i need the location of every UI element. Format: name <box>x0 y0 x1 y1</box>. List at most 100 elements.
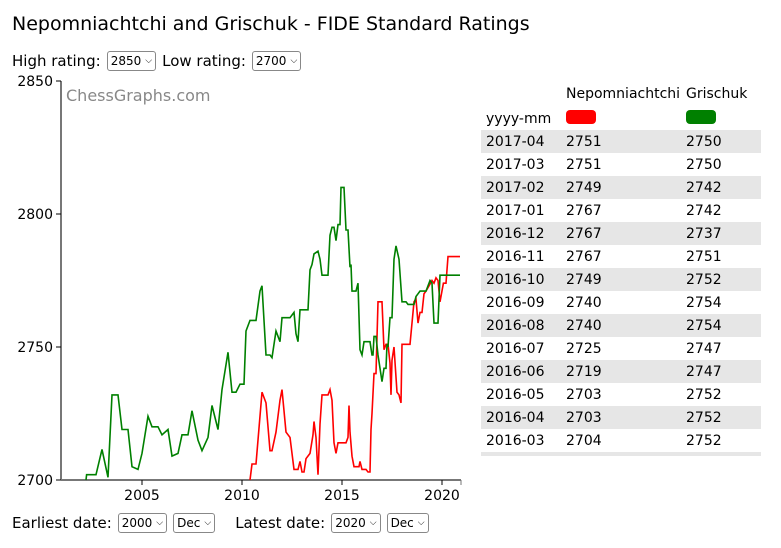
series-line-grischuk <box>85 186 460 481</box>
player-1-rating-cell: 2767 <box>566 203 602 219</box>
player-2-rating-cell: 2750 <box>686 157 722 173</box>
latest-year-value: 2020 <box>335 516 366 530</box>
rating-controls: High rating: 2850 ⌵ Low rating: 2700 ⌵ <box>12 51 302 71</box>
chevron-down-icon: ⌵ <box>204 518 212 528</box>
rating-chart: ChessGraphs.com 2700 2750 2800 2850 2005 2010… <box>17 74 462 504</box>
player-2-rating-cell: 2742 <box>686 180 722 196</box>
y-tick-label: 2800 <box>17 207 53 223</box>
table-row: 2017-04 2751 2750 <box>481 130 761 153</box>
table-row: 2016-11 2767 2751 <box>481 245 761 268</box>
player-1-rating-cell: 2751 <box>566 134 602 150</box>
high-rating-select[interactable]: 2850 ⌵ <box>106 51 157 71</box>
high-rating-value: 2850 <box>110 54 142 68</box>
player-1-rating-cell: 2703 <box>566 410 602 426</box>
date-cell: 2017-04 <box>486 134 545 150</box>
table-row: 2016-05 2703 2752 <box>481 383 761 406</box>
date-cell: 2016-04 <box>486 410 545 426</box>
player-1-swatch <box>566 110 596 124</box>
date-cell: 2016-05 <box>486 387 545 403</box>
table-row: 2016-06 2719 2747 <box>481 360 761 383</box>
player-2-rating-cell: 2752 <box>686 433 722 449</box>
player-2-rating-cell: 2747 <box>686 341 722 357</box>
player-2-rating-cell: 2752 <box>686 410 722 426</box>
x-tick-label: 2015 <box>324 488 360 504</box>
date-cell: 2016-07 <box>486 341 545 357</box>
table-row: 2016-10 2749 2752 <box>481 268 761 291</box>
date-cell: 2017-01 <box>486 203 545 219</box>
player-2-rating-cell: 2750 <box>686 134 722 150</box>
player-1-rating-cell: 2767 <box>566 226 602 242</box>
player-1-rating-cell: 2749 <box>566 180 602 196</box>
player-1-rating-cell: 2703 <box>566 387 602 403</box>
y-tick-label: 2750 <box>17 340 53 356</box>
table-row: 2016-03 2704 2752 <box>481 429 761 452</box>
date-cell: 2017-02 <box>486 180 545 196</box>
player-2-rating-cell: 2737 <box>686 226 722 242</box>
player-1-rating-cell: 2767 <box>566 249 602 265</box>
table-row: 2016-07 2725 2747 <box>481 337 761 360</box>
y-tick-label: 2850 <box>17 74 53 90</box>
low-rating-select[interactable]: 2700 ⌵ <box>251 51 302 71</box>
x-tick-label: 2020 <box>424 488 460 504</box>
player-2-rating-cell: 2751 <box>686 249 722 265</box>
player-2-rating-cell: 2742 <box>686 203 722 219</box>
chevron-down-icon: ⌵ <box>369 518 377 528</box>
date-cell: 2016-08 <box>486 318 545 334</box>
chevron-down-icon: ⌵ <box>145 56 153 66</box>
table-row: 2016-12 2767 2737 <box>481 222 761 245</box>
latest-month-select[interactable]: Dec ⌵ <box>386 513 429 533</box>
table-row: 2016-08 2740 2754 <box>481 314 761 337</box>
player-2-rating-cell: 2752 <box>686 387 722 403</box>
player-2-rating-cell: 2754 <box>686 295 722 311</box>
player-1-rating-cell: 2719 <box>566 364 602 380</box>
earliest-month-value: Dec <box>177 516 201 530</box>
ratings-table: yyyy-mm Nepomniachtchi Grischuk 2017-04 2… <box>481 82 761 456</box>
x-tick-label: 2005 <box>124 488 160 504</box>
player-2-rating-cell: 2747 <box>686 364 722 380</box>
player-1-rating-cell: 2749 <box>566 272 602 288</box>
x-tick-label: 2010 <box>224 488 260 504</box>
earliest-date-label: Earliest date: <box>12 514 112 532</box>
date-cell: 2016-03 <box>486 433 545 449</box>
earliest-month-select[interactable]: Dec ⌵ <box>173 513 216 533</box>
table-header: yyyy-mm Nepomniachtchi Grischuk <box>481 82 761 130</box>
date-header: yyyy-mm <box>486 111 552 127</box>
player-1-rating-cell: 2725 <box>566 341 602 357</box>
series-line-nepomniachtchi <box>249 255 460 481</box>
watermark: ChessGraphs.com <box>66 86 211 105</box>
date-cell: 2016-10 <box>486 272 545 288</box>
latest-year-select[interactable]: 2020 ⌵ <box>331 513 381 533</box>
player-2-rating-cell: 2752 <box>686 272 722 288</box>
player-2-header: Grischuk <box>686 86 748 102</box>
chevron-down-icon: ⌵ <box>417 518 425 528</box>
low-rating-label: Low rating: <box>162 52 246 70</box>
page-title: Nepomniachtchi and Grischuk - FIDE Stand… <box>12 13 530 35</box>
player-1-rating-cell: 2740 <box>566 318 602 334</box>
latest-date-label: Latest date: <box>235 514 326 532</box>
date-cell: 2017-03 <box>486 157 545 173</box>
player-2-rating-cell: 2754 <box>686 318 722 334</box>
earliest-year-value: 2000 <box>121 516 153 530</box>
table-row: 2017-02 2749 2742 <box>481 176 761 199</box>
date-cell: 2016-11 <box>486 249 545 265</box>
chevron-down-icon: ⌵ <box>156 518 164 528</box>
player-1-rating-cell: 2740 <box>566 295 602 311</box>
player-2-swatch <box>686 110 716 124</box>
latest-month-value: Dec <box>390 516 414 530</box>
table-row: 2016-09 2740 2754 <box>481 291 761 314</box>
earliest-year-select[interactable]: 2000 ⌵ <box>117 513 168 533</box>
date-cell: 2016-06 <box>486 364 545 380</box>
table-row: 2017-01 2767 2742 <box>481 199 761 222</box>
date-cell: 2016-12 <box>486 226 545 242</box>
chevron-down-icon: ⌵ <box>290 56 298 66</box>
player-1-rating-cell: 2751 <box>566 157 602 173</box>
y-tick-label: 2700 <box>17 473 53 489</box>
table-footer <box>481 452 761 456</box>
player-1-rating-cell: 2704 <box>566 433 602 449</box>
high-rating-label: High rating: <box>12 52 101 70</box>
low-rating-value: 2700 <box>255 54 287 68</box>
table-row: 2017-03 2751 2750 <box>481 153 761 176</box>
date-cell: 2016-09 <box>486 295 545 311</box>
date-controls: Earliest date: 2000 ⌵ Dec ⌵ Latest date: 2… <box>12 513 429 533</box>
table-row: 2016-04 2703 2752 <box>481 406 761 429</box>
